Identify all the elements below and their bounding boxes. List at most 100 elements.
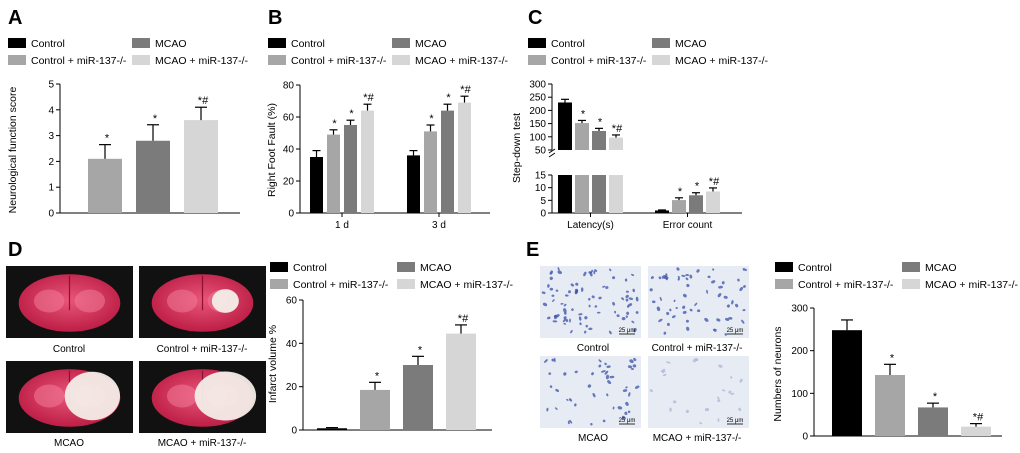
neuron-cell <box>624 411 628 416</box>
bar-b <box>361 110 374 213</box>
legend-label-e: Control <box>798 262 832 274</box>
infarct-region <box>211 289 239 313</box>
legend-label-b: MCAO + miR-137-/- <box>415 55 509 67</box>
neuron-cell <box>574 289 579 295</box>
neuron-cell <box>560 302 564 305</box>
bar-a <box>184 120 218 213</box>
neuron-cell <box>547 284 550 288</box>
neuron-cell <box>717 293 722 298</box>
scale-bar-label: 25 μm <box>619 328 636 334</box>
neuron-cell <box>717 399 721 403</box>
neuron-cell <box>592 392 596 398</box>
neuron-cell <box>594 305 598 308</box>
neuron-cell <box>625 401 629 406</box>
neuron-cell <box>631 320 635 324</box>
significance-mark-b: * <box>429 113 434 125</box>
legend-swatch-a <box>132 38 150 48</box>
legend-swatch-a <box>8 55 26 65</box>
legend-swatch-c <box>652 38 670 48</box>
bar-b <box>407 155 420 213</box>
neuron-cell <box>658 318 663 323</box>
neuron-cell <box>686 326 690 331</box>
legend-swatch-c <box>528 55 546 65</box>
legend-label-e: Control + miR-137-/- <box>798 279 894 291</box>
neuron-cell <box>568 290 571 294</box>
neuron-cell <box>591 372 594 376</box>
neuron-cell <box>735 303 739 308</box>
legend-label-b: Control <box>291 38 325 50</box>
neuron-cell <box>730 392 735 395</box>
neuron-cell <box>625 386 628 389</box>
neuron-cell <box>564 311 567 315</box>
neuron-cell <box>612 301 616 306</box>
y-tick-label-d: 0 <box>291 426 297 437</box>
bar-c <box>609 137 623 150</box>
neuron-cell <box>563 322 567 325</box>
scale-bar-label: 25 μm <box>727 328 744 334</box>
neuron-cell <box>704 408 710 412</box>
neuron-cell <box>630 367 634 370</box>
y-tick-label-c: 150 <box>529 119 546 130</box>
bar-b <box>327 134 340 213</box>
neuron-cell <box>555 388 559 393</box>
neuron-cell <box>607 380 612 385</box>
neuron-cell <box>695 358 699 362</box>
neuron-cell <box>588 327 593 331</box>
neuron-cell <box>621 297 625 301</box>
neuron-cell <box>676 267 680 271</box>
image-caption-d: MCAO <box>54 438 84 449</box>
neuron-cell <box>666 322 670 326</box>
neuron-cell <box>682 293 687 298</box>
neuron-cell <box>673 299 676 303</box>
neuron-cell <box>685 277 689 281</box>
neuron-cell <box>696 269 700 273</box>
y-tick-label-c: 250 <box>529 93 546 104</box>
y-tick-label-c: 50 <box>535 146 547 157</box>
neuron-cell <box>584 330 587 334</box>
neuron-cell <box>570 329 573 334</box>
neuron-cell <box>659 296 662 302</box>
neuron-cell <box>666 361 671 364</box>
neuron-cell <box>677 275 680 279</box>
neuron-cell <box>718 364 723 368</box>
bar-a <box>136 140 170 213</box>
neuron-cell <box>568 398 573 402</box>
neuron-cell <box>682 305 686 309</box>
neuron-cell <box>614 310 617 314</box>
legend-swatch-d <box>270 279 288 289</box>
neuron-cell <box>682 310 687 314</box>
neuron-cell <box>548 372 552 375</box>
neuron-cell <box>739 378 743 383</box>
neuron-cell <box>625 294 629 299</box>
image-caption-d: Control <box>53 344 85 355</box>
legend-label-a: MCAO <box>155 38 187 50</box>
legend-swatch-a <box>132 55 150 65</box>
neuron-cell <box>694 302 698 307</box>
neuron-cell <box>738 407 742 412</box>
neuron-cell <box>699 422 703 425</box>
neuron-cell <box>632 364 637 368</box>
neuron-cell <box>578 313 583 316</box>
legend-label-b: MCAO <box>415 38 447 50</box>
neuron-cell <box>549 287 554 291</box>
legend-label-a: Control + miR-137-/- <box>31 55 127 67</box>
neuron-cell <box>681 274 686 277</box>
neuron-cell <box>624 278 628 282</box>
neuron-cell <box>635 296 639 302</box>
neuron-cell <box>707 275 711 279</box>
neuron-cell <box>633 327 637 333</box>
legend-swatch-d <box>397 279 415 289</box>
y-tick-label-d: 60 <box>286 296 298 307</box>
neuron-cell <box>609 268 612 272</box>
brain-cortex-highlight <box>33 384 65 408</box>
bar-d <box>403 365 433 430</box>
neuron-cell <box>621 316 626 321</box>
neuron-cell <box>578 316 582 321</box>
neuron-cell <box>713 328 717 332</box>
x-tick-label-c: Error count <box>663 220 713 231</box>
neuron-cell <box>711 280 716 284</box>
bar-d <box>446 333 476 430</box>
legend-label-c: Control + miR-137-/- <box>551 55 647 67</box>
infarct-region <box>64 371 121 421</box>
